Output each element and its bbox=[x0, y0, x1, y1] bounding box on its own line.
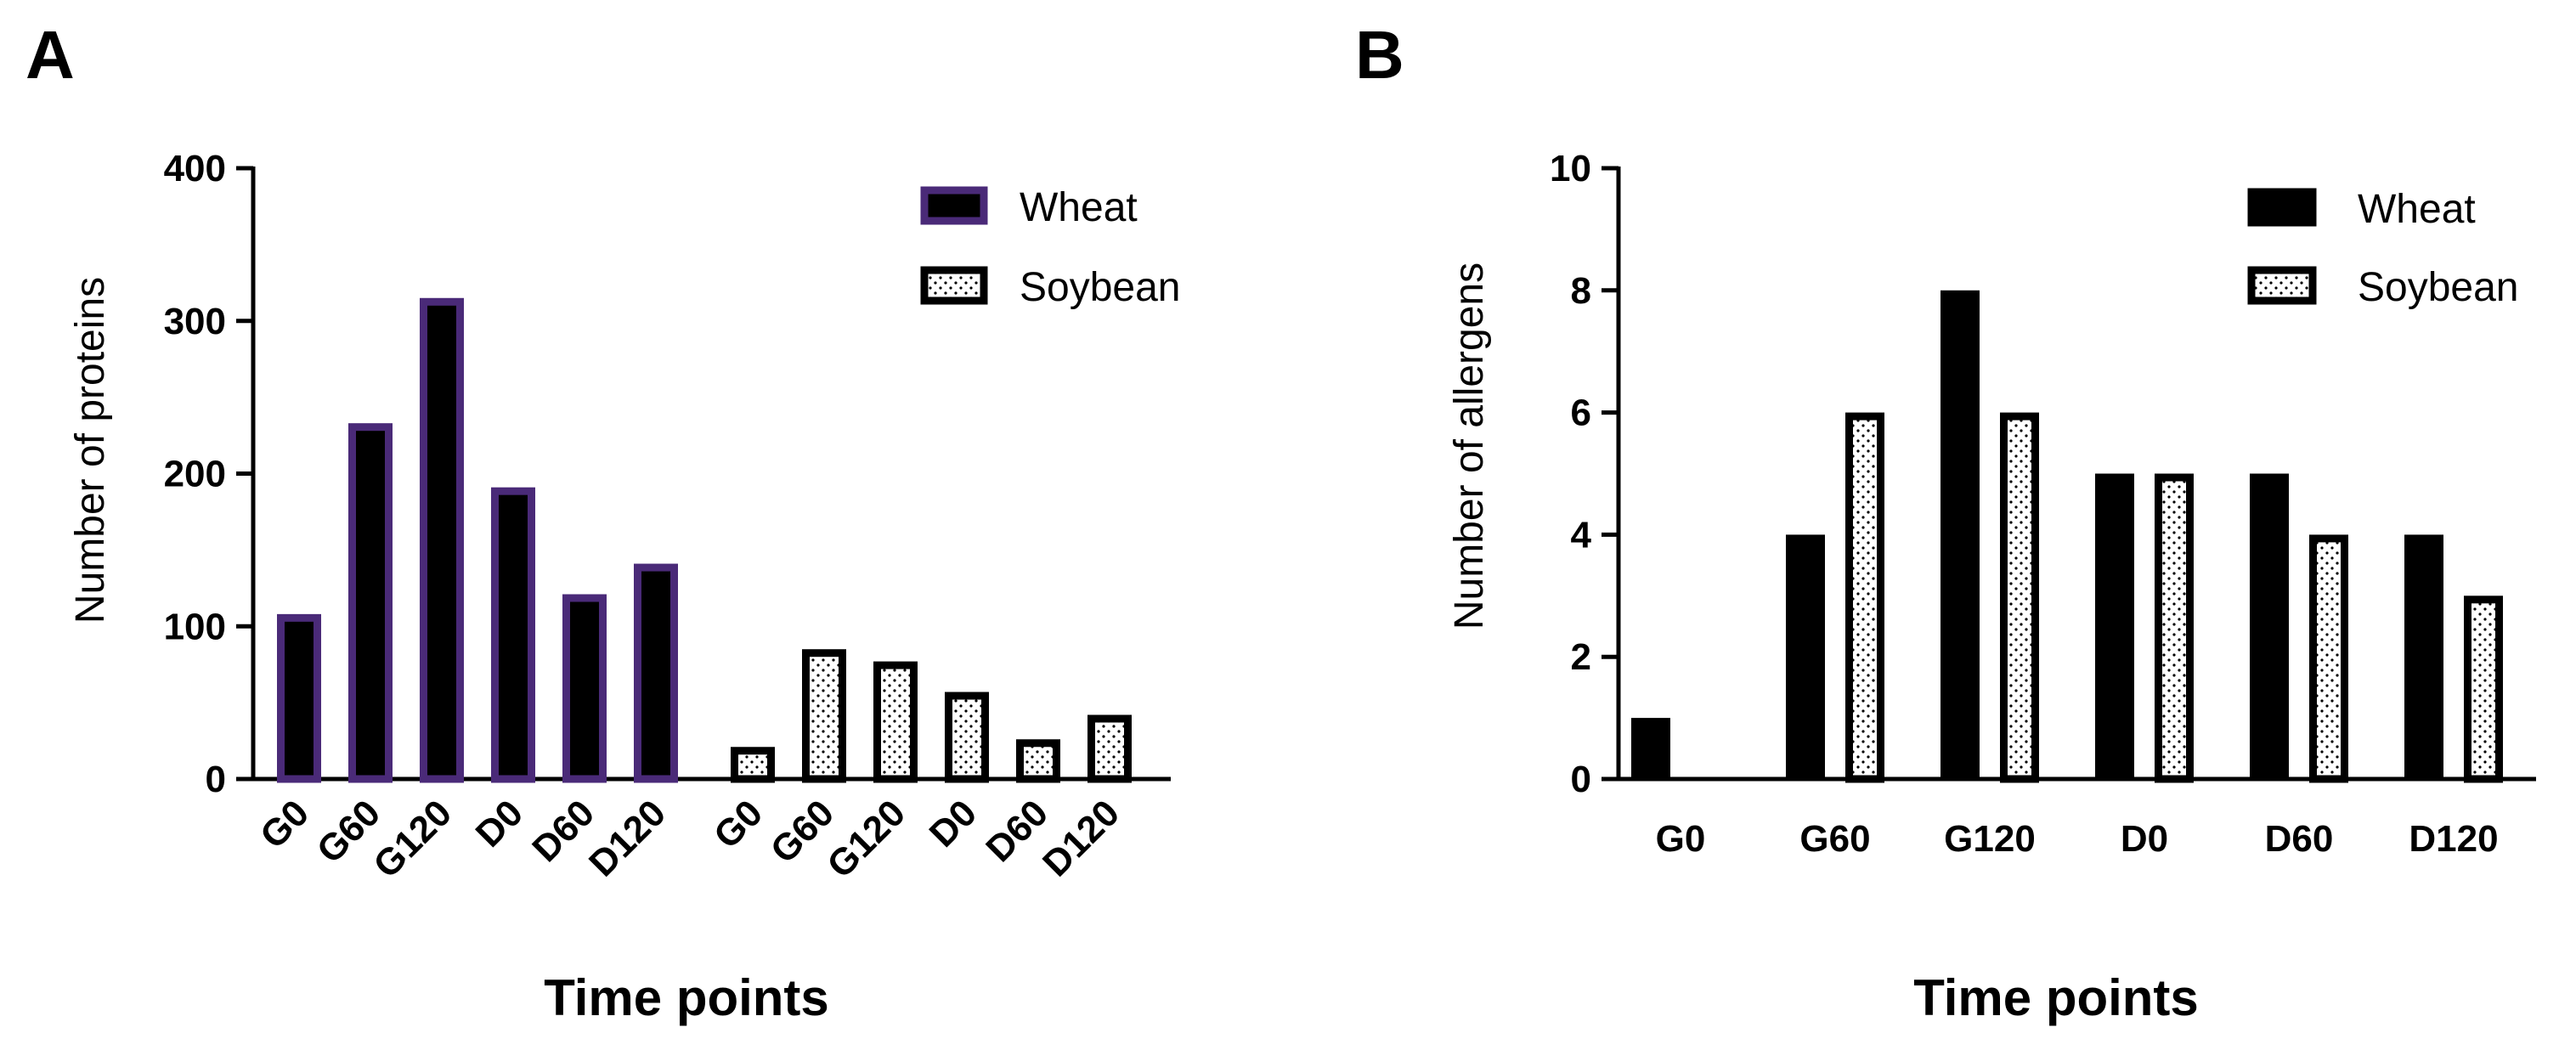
bar-soybean-D120 bbox=[1087, 714, 1132, 783]
bar-soybean-D120 bbox=[2464, 596, 2503, 783]
bar-soybean-D60 bbox=[2309, 534, 2348, 783]
panel-b-y-axis-title: Number of allergens bbox=[1447, 262, 1492, 629]
bar-wheat-G0 bbox=[1631, 718, 1670, 781]
panel-b-y-tick-label: 10 bbox=[1550, 148, 1591, 189]
panel-b-y-tick-label: 8 bbox=[1571, 270, 1591, 312]
bar-soybean-D60 bbox=[1016, 739, 1060, 783]
panel-b-chart: B Number of allergens Time points 0 2 4 6 8 1… bbox=[1355, 17, 2536, 1026]
legend-label-soybean: Soybean bbox=[1020, 265, 1181, 310]
legend-swatch-soybean bbox=[920, 266, 988, 305]
panel-a-y-tick-label: 200 bbox=[164, 454, 226, 495]
bar-wheat-D120 bbox=[2404, 534, 2443, 782]
bar-wheat-G0 bbox=[277, 613, 321, 783]
bar-wheat-G120 bbox=[1940, 290, 1980, 781]
bar-wheat-G120 bbox=[420, 297, 464, 783]
panel-a-x-tick-label: D0 bbox=[468, 792, 531, 855]
panel-a-x-tick-label: G0 bbox=[252, 792, 317, 856]
legend-swatch-wheat-b bbox=[2247, 188, 2317, 227]
panel-a-chart: A Number of proteins Time points 0 100 200… bbox=[25, 17, 1181, 1026]
panel-a-x-tick-label: D120 bbox=[1035, 792, 1127, 884]
panel-b-legend: Wheat Soybean bbox=[2247, 187, 2519, 310]
bar-wheat-G60 bbox=[348, 423, 393, 783]
panel-b-x-tick-label: G0 bbox=[1656, 818, 1706, 860]
bar-soybean-G0 bbox=[731, 747, 775, 783]
legend-label-wheat: Wheat bbox=[1020, 185, 1138, 230]
panel-a-bars bbox=[277, 297, 1132, 783]
bar-wheat-D60 bbox=[2250, 473, 2289, 781]
bar-soybean-D0 bbox=[2155, 473, 2194, 783]
panel-b-y-tick-label: 2 bbox=[1571, 636, 1591, 678]
panel-a-axes: 0 100 200 300 400 bbox=[164, 148, 1171, 800]
bar-wheat-D0 bbox=[2095, 473, 2134, 781]
panel-b-bars bbox=[1631, 290, 2503, 783]
panel-a-x-tick-label: G120 bbox=[365, 792, 460, 886]
panel-a-letter: A bbox=[25, 17, 75, 93]
bar-wheat-G60 bbox=[1786, 534, 1825, 782]
bar-soybean-G60 bbox=[1845, 412, 1884, 783]
panel-a-y-tick-label: 0 bbox=[206, 759, 226, 800]
legend-swatch-soybean-b bbox=[2247, 266, 2317, 305]
bar-soybean-D0 bbox=[945, 692, 989, 783]
panel-a-y-tick-label: 300 bbox=[164, 301, 226, 342]
panel-a-x-tick-label: D0 bbox=[922, 792, 985, 855]
panel-b-letter: B bbox=[1355, 17, 1404, 93]
bar-soybean-G60 bbox=[802, 649, 846, 783]
panel-b-x-tick-label: D0 bbox=[2121, 818, 2168, 860]
panel-b-y-tick-label: 0 bbox=[1571, 759, 1591, 800]
panel-b-x-tick-label: D60 bbox=[2265, 818, 2334, 860]
panel-a-x-axis-title: Time points bbox=[544, 969, 829, 1026]
panel-b-x-tick-label: D120 bbox=[2409, 818, 2498, 860]
panel-a-y-axis-title: Number of proteins bbox=[68, 277, 113, 624]
panel-a-x-tick-label: G120 bbox=[819, 792, 913, 886]
legend-label-soybean-b: Soybean bbox=[2358, 265, 2519, 310]
panel-b-x-tick-label: G120 bbox=[1944, 818, 2036, 860]
legend-label-wheat-b: Wheat bbox=[2358, 187, 2476, 232]
panel-a-y-tick-label: 100 bbox=[164, 606, 226, 647]
panel-b-y-tick-label: 4 bbox=[1571, 514, 1592, 556]
panel-b-x-tick-label: G60 bbox=[1799, 818, 1870, 860]
panel-b-x-axis-title: Time points bbox=[1913, 969, 2199, 1026]
panel-a-x-tick-label: G0 bbox=[706, 792, 771, 856]
panel-a-legend: Wheat Soybean bbox=[920, 185, 1181, 310]
panel-a-y-tick-label: 400 bbox=[164, 148, 226, 189]
panel-b-axes: 0 2 4 6 8 10 bbox=[1550, 148, 2536, 800]
bar-soybean-G120 bbox=[2000, 412, 2039, 783]
bar-wheat-D0 bbox=[491, 487, 535, 783]
legend-swatch-wheat bbox=[920, 186, 988, 225]
panel-b-y-tick-label: 6 bbox=[1571, 392, 1591, 434]
bar-wheat-D60 bbox=[562, 594, 607, 783]
panel-a-x-tick-label: D120 bbox=[581, 792, 674, 884]
panel-b-x-ticks: G0 G60 G120 D0 D60 D120 bbox=[1656, 818, 2499, 860]
bar-soybean-G120 bbox=[873, 661, 918, 783]
bar-wheat-D120 bbox=[634, 563, 678, 783]
